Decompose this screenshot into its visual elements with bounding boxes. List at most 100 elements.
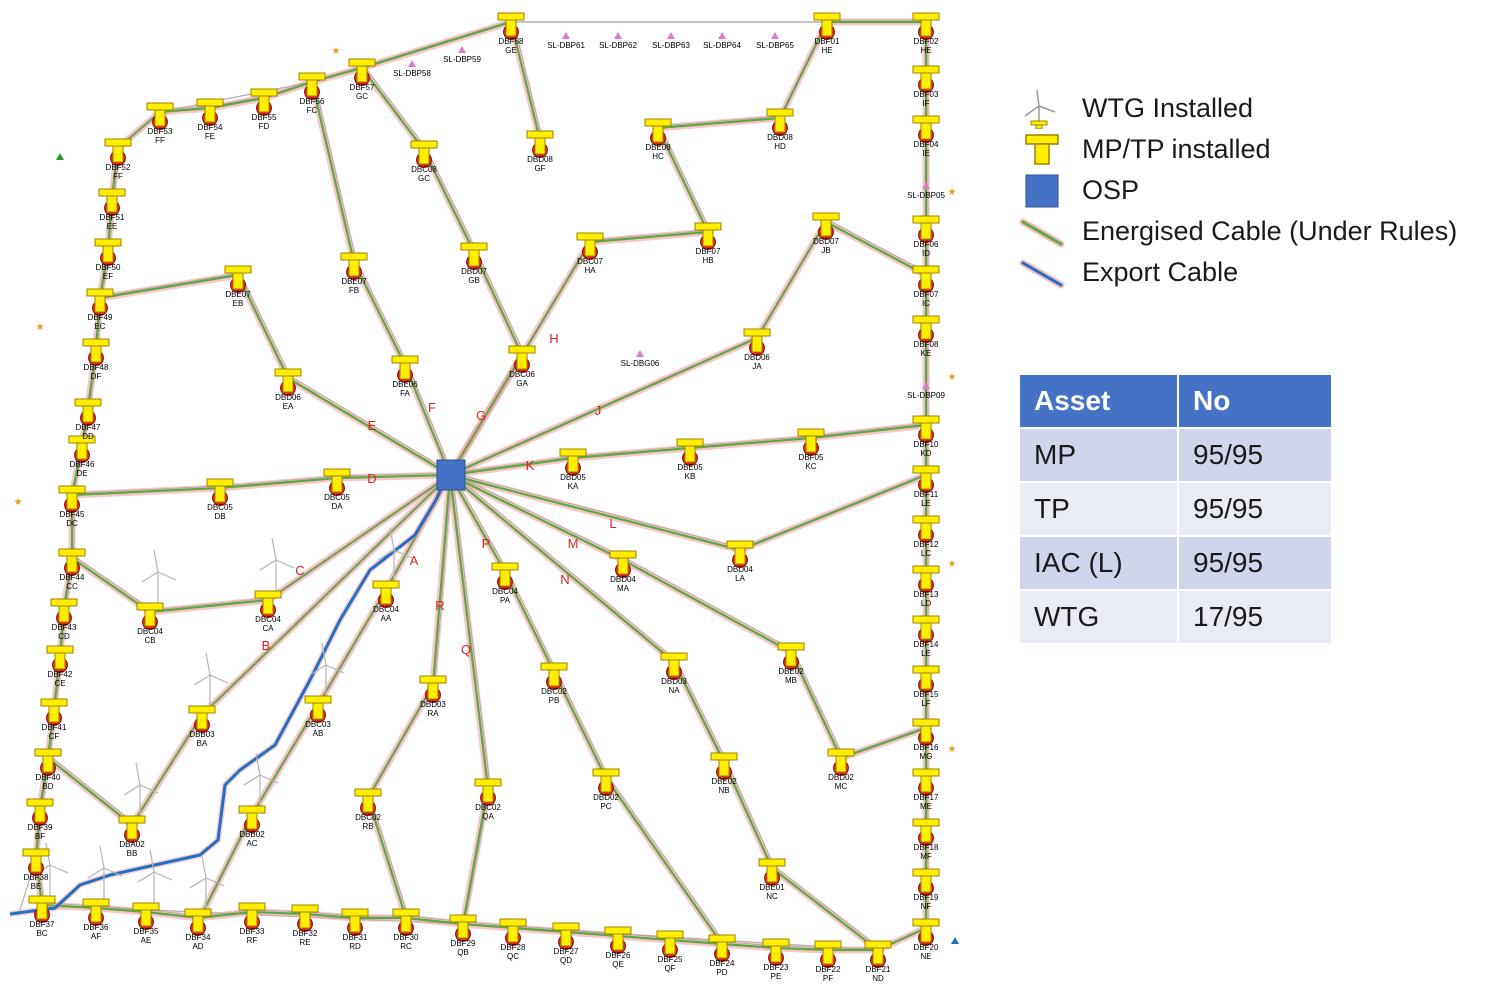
node-id-label: DBF05 [799,453,824,462]
turbine-node [912,665,940,693]
node-id-label: DBD02 [828,773,854,782]
cable-route [369,472,453,917]
mp-tp-icon [499,918,527,943]
string-label: Q [461,642,471,657]
node-id-label: DBD07 [813,237,839,246]
mp-tp-icon [184,908,212,933]
sl-label: SL-DBP63 [652,41,690,50]
legend-label: MP/TP installed [1082,134,1271,164]
mp-tp-icon [392,908,420,933]
string-label: R [435,598,444,613]
node-id-label: DBF49 [88,313,113,322]
node-id-label: DBF45 [60,510,85,519]
node-code-label: KE [921,349,932,358]
turbine-node [912,315,940,343]
mp-tp-icon [74,398,102,423]
turbine-node [104,138,132,166]
turbine-node [912,918,940,946]
node-id-label: DBF33 [240,927,265,936]
turbine-node [609,550,637,578]
green-triangle-icon [56,153,64,160]
turbine-node [797,428,825,456]
cable-route [37,19,514,904]
node-code-label: QF [664,964,675,973]
node-code-label: RF [247,936,258,945]
mp-tp-icon [912,265,940,290]
node-code-label: QE [612,960,624,969]
mp-tp-icon [758,858,786,883]
mp-tp-icon [136,602,164,627]
mp-tp-icon [552,922,580,947]
node-id-label: DBE02 [711,777,737,786]
node-id-label: DBD07 [461,267,487,276]
sl-marker-icon [922,382,930,389]
node-id-label: DBF54 [198,123,223,132]
turbine-node [348,58,376,86]
mp-tp-icon [419,675,447,700]
table-row: WTG 17/95 [1020,589,1331,643]
mp-tp-icon [1012,129,1072,170]
energised-cable [34,20,512,906]
mp-tp-icon [540,662,568,687]
string-label: M [568,536,579,551]
node-code-label: GE [505,46,517,55]
legend-label: Export Cable [1082,257,1239,287]
mp-tp-icon [912,718,940,743]
cable-glow [44,471,454,829]
node-code-label: QD [560,956,572,965]
mp-tp-icon [298,72,326,97]
node-code-label: BD [42,782,53,791]
node-code-label: EB [233,299,244,308]
node-code-label: AF [91,932,101,941]
node-id-label: DBE02 [778,667,804,676]
string-label: N [560,572,569,587]
node-id-label: DBC03 [305,720,331,729]
mp-tp-icon [526,130,554,155]
turbine-node [758,858,786,886]
node-code-label: JA [752,362,762,371]
node-code-label: PC [600,802,611,811]
node-id-label: DBF29 [451,939,476,948]
node-code-label: HD [774,142,786,151]
turbine-node [391,355,419,383]
turbine-node [864,940,892,968]
turbine-node [82,845,123,926]
mp-tp-icon [274,368,302,393]
mp-tp-icon [813,12,841,37]
legend-item-wtg: WTG Installed [1012,88,1507,129]
mp-tp-icon [86,288,114,313]
node-id-label: DBC05 [324,493,350,502]
mp-tp-icon [508,345,536,370]
node-id-label: DBC02 [475,803,501,812]
node-id-label: DBF31 [343,933,368,942]
node-id-label: DBB03 [189,730,215,739]
node-code-label: HC [652,152,664,161]
node-id-label: DBF15 [914,690,939,699]
turbine-node [726,540,754,568]
node-id-label: DBC06 [509,370,535,379]
node-code-label: MF [920,852,932,861]
node-code-label: CA [262,624,274,633]
node-id-label: DBF04 [914,140,939,149]
mp-tp-icon [250,88,278,113]
turbine-node [118,762,159,843]
node-id-label: DBF18 [914,843,939,852]
node-code-label: RE [299,938,310,947]
mp-tp-icon [46,645,74,670]
turbine-node [372,527,413,608]
node-code-label: EA [283,402,294,411]
sl-label: SL-DBP59 [443,55,481,64]
mp-tp-icon [660,652,688,677]
sl-label: SL-DBP58 [393,69,431,78]
mp-tp-icon [82,898,110,923]
node-id-label: DBA02 [119,840,145,849]
turbine-node [912,265,940,293]
export-cable-icon [1012,252,1072,293]
mp-tp-icon [449,914,477,939]
turbine-node [912,718,940,746]
energised-cable-icon [1012,211,1072,252]
mp-tp-icon [340,252,368,277]
cable-glow [446,471,882,954]
mp-tp-icon [912,565,940,590]
turbine-node [46,645,74,673]
